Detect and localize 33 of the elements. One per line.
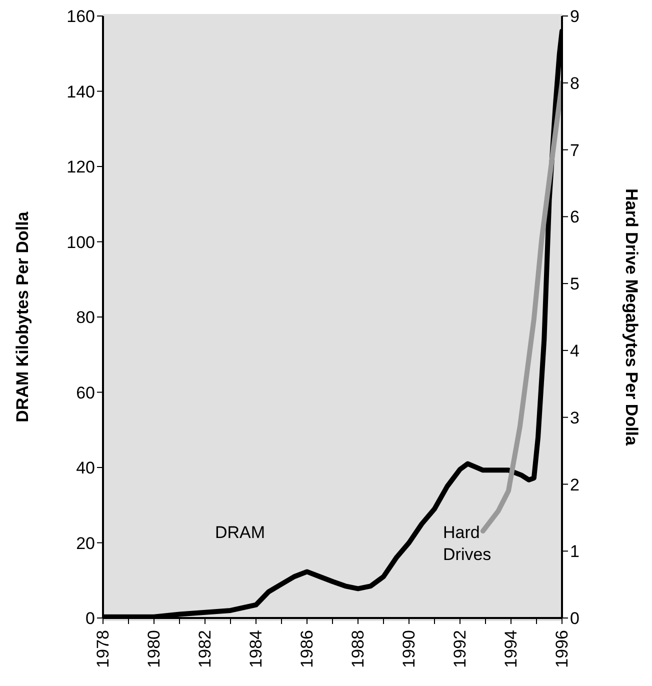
series-label: Hard Drives <box>443 522 492 566</box>
y-tick-label: 60 <box>76 383 95 402</box>
x-tick-label: 1980 <box>144 630 164 668</box>
y2-tick-label: 9 <box>570 7 580 26</box>
y-tick-label: 100 <box>66 232 95 252</box>
x-tick-label: 1982 <box>196 630 214 668</box>
y2-tick-label: 2 <box>570 475 580 494</box>
y-tick-label: 160 <box>66 7 95 26</box>
y2-tick-label: 8 <box>570 74 580 93</box>
x-tick-label: 1994 <box>502 630 520 668</box>
x-tick-label: 1992 <box>450 630 470 668</box>
y-tick-label: 0 <box>86 609 95 628</box>
x-tick-label: 1978 <box>94 630 112 668</box>
y-axis-title: DRAM Kilobytes Per Dolla <box>13 211 32 422</box>
y2-tick-label: 5 <box>570 274 580 294</box>
y2-tick-label: 7 <box>570 140 580 160</box>
x-tick-label: 1986 <box>298 630 316 668</box>
y2-tick-label: 0 <box>570 609 580 628</box>
y-tick-label: 140 <box>66 82 95 102</box>
y-tick-label: 120 <box>66 158 95 177</box>
x-tick-label: 1984 <box>246 630 266 668</box>
y-tick-label: 80 <box>76 308 95 328</box>
text: DRAM <box>215 522 266 544</box>
x-tick-label: 1996 <box>552 630 572 668</box>
y2-tick-label: 4 <box>570 341 580 360</box>
y-tick-label: 20 <box>76 534 95 553</box>
y2-tick-label: 6 <box>570 208 580 227</box>
y2-tick-label: 3 <box>570 408 580 428</box>
y2-axis-title: Hard Drive Megabytes Per Dolla <box>622 188 641 446</box>
x-tick-label: 1988 <box>348 630 368 668</box>
y-tick-label: 40 <box>76 458 95 478</box>
y2-tick-label: 1 <box>570 542 580 562</box>
x-tick-label: 1990 <box>400 630 418 668</box>
